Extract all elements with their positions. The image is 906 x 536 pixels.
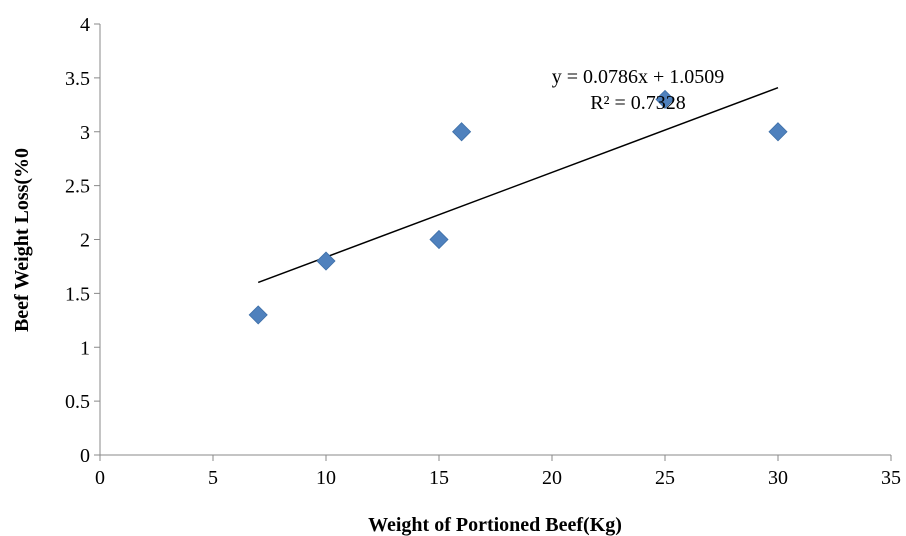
y-tick-label: 2 (80, 230, 90, 252)
y-tick-label: 0.5 (65, 391, 90, 413)
y-tick-label: 4 (80, 14, 90, 36)
data-points (248, 89, 788, 325)
trendline-r-squared: R² = 0.7328 (590, 92, 686, 114)
data-point (768, 122, 788, 142)
x-tick-label: 30 (768, 467, 788, 489)
x-tick-label: 5 (208, 467, 218, 489)
x-axis-title: Weight of Portioned Beef(Kg) (368, 514, 622, 536)
data-point (452, 122, 472, 142)
y-tick-label: 0 (80, 445, 90, 467)
x-axis: 0 5 10 15 20 25 30 35 (95, 454, 901, 489)
x-tick-label: 10 (316, 467, 336, 489)
x-tick-label: 35 (881, 467, 901, 489)
y-tick-label: 1.5 (65, 283, 90, 305)
y-tick-label: 3 (80, 122, 90, 144)
data-point (316, 251, 336, 271)
x-tick-label: 25 (655, 467, 675, 489)
x-tick-label: 20 (542, 467, 562, 489)
data-point (655, 89, 675, 109)
y-tick-label: 1 (80, 337, 90, 359)
y-axis: 0 0.5 1 1.5 2 2.5 3 3.5 4 (65, 14, 101, 467)
y-tick-label: 3.5 (65, 68, 90, 90)
data-point (248, 305, 268, 325)
trendline-line (257, 86, 779, 284)
data-point (429, 229, 449, 250)
trendline (257, 86, 779, 284)
y-axis-title: Beef Weight Loss(%0 (11, 148, 33, 332)
x-tick-label: 15 (429, 467, 449, 489)
y-tick-label: 2.5 (65, 176, 90, 198)
x-tick-label: 0 (95, 467, 105, 489)
trendline-equation: y = 0.0786x + 1.0509 (552, 66, 725, 88)
